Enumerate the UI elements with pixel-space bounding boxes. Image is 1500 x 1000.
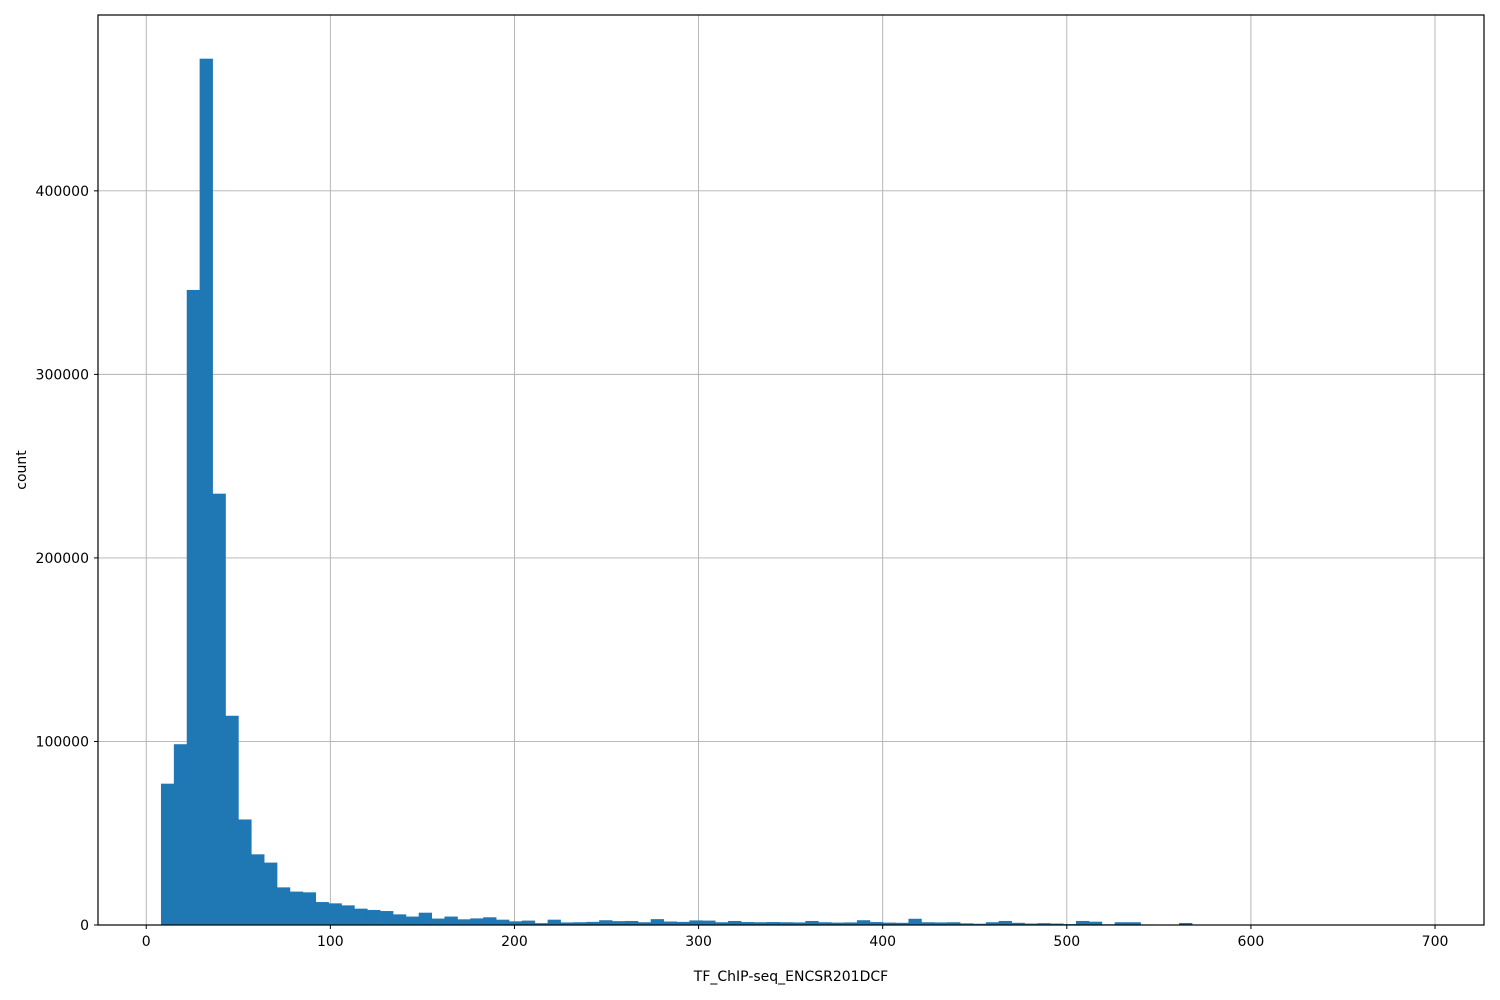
histogram-bar: [856, 920, 871, 925]
y-tick-label: 100000: [36, 734, 89, 750]
x-tick-label: 300: [685, 934, 712, 950]
histogram-bar: [805, 920, 819, 925]
histogram-bar: [650, 919, 664, 925]
histogram-bar: [792, 922, 806, 925]
histogram-bar: [844, 922, 858, 925]
x-tick-label: 600: [1238, 934, 1265, 950]
histogram-bar: [947, 922, 961, 925]
y-axis-label: count: [14, 450, 30, 490]
histogram-bar: [521, 920, 536, 925]
histogram-bar: [934, 922, 948, 925]
axis-ticks: [94, 190, 1436, 929]
histogram-bar: [637, 922, 652, 925]
histogram-bar: [418, 912, 433, 925]
histogram-bar: [354, 908, 368, 925]
histogram-bar: [186, 289, 201, 925]
histogram-bar: [251, 854, 265, 925]
histogram-bar: [1037, 923, 1051, 925]
x-tick-label: 100: [317, 934, 344, 950]
x-tick-label: 400: [869, 934, 896, 950]
plot-frame: [97, 14, 1485, 926]
histogram-bar: [573, 922, 587, 925]
histogram-bar: [676, 921, 690, 925]
histogram-bar: [1050, 923, 1064, 925]
x-tick-label: 200: [501, 934, 528, 950]
histogram-bar: [1011, 922, 1025, 925]
x-tick-label: 700: [1422, 934, 1449, 950]
histogram-bar: [740, 922, 755, 925]
histogram-bar: [586, 921, 600, 925]
histogram-bar: [689, 920, 703, 925]
histogram-bar: [663, 921, 677, 925]
histogram-bar: [534, 923, 549, 925]
y-tick-label: 0: [80, 918, 89, 934]
histogram-bar: [199, 58, 213, 926]
histogram-bar: [328, 903, 342, 925]
histogram-bars: [160, 58, 1193, 926]
histogram-bar: [753, 922, 768, 925]
histogram-bar: [1114, 922, 1128, 925]
histogram-bar: [444, 916, 458, 925]
histogram-bar: [276, 887, 291, 925]
histogram-bar: [624, 920, 639, 925]
grid-lines: [98, 15, 1484, 926]
histogram-bar: [599, 920, 613, 925]
histogram-bar: [960, 923, 974, 925]
histogram-bar: [831, 922, 845, 925]
histogram-bar: [612, 921, 626, 925]
y-tick-label: 300000: [36, 367, 89, 383]
y-tick-label: 400000: [36, 184, 89, 200]
histogram-bar: [985, 922, 1000, 925]
histogram-bar: [921, 922, 935, 925]
axis-tick-labels: 0 100 200 300 400 500 600 700 0 100000 200000 30000…: [36, 184, 1449, 950]
histogram-bar: [818, 922, 832, 925]
histogram-bar: [998, 920, 1012, 925]
x-tick-label: 0: [142, 934, 151, 950]
histogram-bar: [766, 922, 780, 925]
histogram-bar: [470, 918, 484, 925]
y-tick-label: 200000: [36, 551, 89, 567]
histogram-bar: [547, 919, 561, 925]
histogram-bar: [173, 744, 188, 925]
histogram-bar: [1179, 922, 1193, 925]
histogram-bar: [212, 493, 226, 925]
histogram-bar: [341, 905, 355, 925]
histogram-bar: [972, 923, 987, 925]
histogram-bar: [728, 920, 742, 925]
x-axis-label: TF_ChIP-seq_ENCSR201DCF: [693, 969, 888, 985]
histogram-bar: [405, 916, 420, 925]
histogram-bar: [380, 911, 394, 925]
histogram-bar: [315, 902, 329, 925]
histogram-bar: [392, 914, 407, 925]
histogram-bar: [508, 921, 523, 925]
histogram-bar: [289, 891, 304, 925]
histogram-bar: [869, 922, 884, 925]
histogram-bar: [225, 715, 239, 925]
histogram-bar: [1076, 920, 1090, 925]
histogram-bar: [560, 922, 574, 925]
histogram-bar: [702, 920, 716, 925]
histogram-bar: [895, 922, 909, 925]
histogram-bar: [302, 892, 317, 925]
x-tick-label: 500: [1053, 934, 1080, 950]
histogram-bar: [496, 919, 510, 925]
histogram-bar: [908, 918, 922, 925]
histogram-bar: [264, 862, 278, 925]
histogram-bar: [779, 922, 793, 925]
histogram-bar: [457, 919, 471, 925]
histogram-bar: [1088, 921, 1103, 925]
histogram-bar: [715, 922, 729, 925]
histogram-bar: [882, 922, 896, 925]
histogram-bar: [238, 819, 252, 925]
histogram-bar: [483, 917, 497, 925]
histogram-bar: [1127, 922, 1141, 925]
histogram-bar: [431, 918, 445, 925]
histogram-bar: [367, 909, 381, 925]
histogram-bar: [160, 783, 175, 925]
histogram-bar: [1024, 923, 1038, 925]
